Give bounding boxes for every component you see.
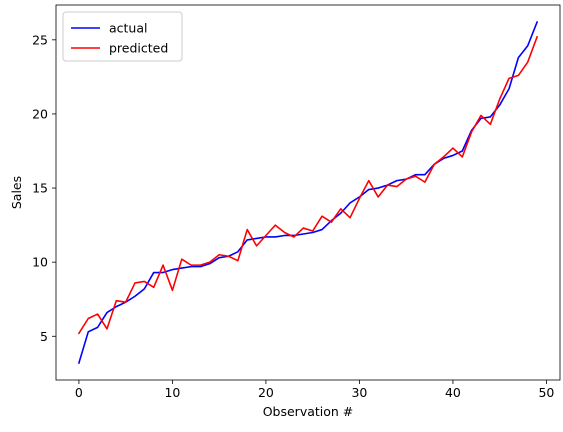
series-line-predicted bbox=[77, 35, 539, 335]
x-axis-ticks: 0 10 20 30 40 50 bbox=[75, 380, 554, 400]
x-tick-label: 20 bbox=[258, 385, 274, 400]
legend-label-actual: actual bbox=[109, 21, 148, 36]
y-tick-label: 25 bbox=[32, 32, 48, 47]
plot-frame bbox=[55, 4, 561, 381]
y-tick-label: 20 bbox=[32, 106, 48, 121]
x-axis-label: Observation # bbox=[263, 404, 354, 419]
y-axis-label: Sales bbox=[9, 176, 24, 209]
y-axis-ticks: 5 10 15 20 25 bbox=[32, 32, 56, 344]
legend-label-predicted: predicted bbox=[109, 41, 168, 56]
y-tick-label: 10 bbox=[32, 255, 48, 270]
x-tick-label: 40 bbox=[445, 385, 461, 400]
y-tick-label: 15 bbox=[32, 181, 48, 196]
series-line-actual bbox=[77, 21, 539, 364]
y-tick-label: 5 bbox=[40, 329, 48, 344]
series-lines bbox=[77, 21, 539, 364]
x-tick-label: 30 bbox=[351, 385, 367, 400]
x-tick-label: 10 bbox=[164, 385, 180, 400]
x-tick-label: 50 bbox=[538, 385, 554, 400]
x-tick-label: 0 bbox=[75, 385, 83, 400]
legend: actual predicted bbox=[62, 11, 183, 62]
